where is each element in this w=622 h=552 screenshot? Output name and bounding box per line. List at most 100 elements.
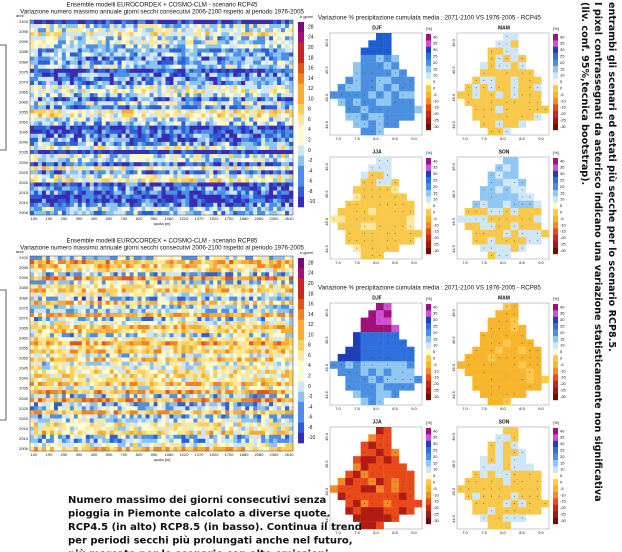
heatmap-cell — [94, 301, 98, 305]
heatmap-cell — [177, 293, 181, 297]
heatmap-cell — [30, 118, 34, 122]
heatmap-cell — [181, 354, 185, 358]
heatmap-cell — [114, 93, 118, 97]
heatmap-cell — [74, 297, 78, 301]
heatmap-cell — [193, 321, 197, 325]
heatmap-cell — [281, 40, 285, 44]
heatmap-cell — [173, 345, 177, 349]
heatmap-cell — [138, 101, 142, 105]
heatmap-cell — [237, 89, 241, 93]
heatmap-cell — [30, 97, 34, 101]
heatmap-cell — [106, 256, 110, 260]
heatmap-cell — [146, 272, 150, 276]
heatmap-cell — [185, 48, 189, 52]
heatmap-cell — [225, 313, 229, 317]
heatmap-cell — [209, 134, 213, 138]
heatmap-cell — [249, 57, 253, 61]
heatmap-cell — [249, 187, 253, 191]
heatmap-cell — [245, 191, 249, 195]
heatmap-cell — [285, 345, 289, 349]
heatmap-cell — [181, 358, 185, 362]
heatmap-cell — [82, 272, 86, 276]
heatmap-cell — [70, 109, 74, 113]
heatmap-cell — [122, 53, 126, 57]
heatmap-cell — [265, 101, 269, 105]
heatmap-cell — [82, 191, 86, 195]
heatmap-cell — [126, 126, 130, 130]
heatmap-cell — [162, 65, 166, 69]
heatmap-cell — [50, 126, 54, 130]
heatmap-cell — [82, 337, 86, 341]
heatmap-cell — [193, 301, 197, 305]
heatmap-cell — [50, 284, 54, 288]
heatmap-cell — [78, 293, 82, 297]
heatmap-cell — [102, 122, 106, 126]
heatmap-cell — [126, 97, 130, 101]
heatmap-cell — [30, 349, 34, 353]
heatmap-cell — [158, 48, 162, 52]
heatmap-cell — [30, 105, 34, 109]
heatmap-cell — [217, 268, 221, 272]
heatmap-cell — [78, 321, 82, 325]
heatmap-cell — [273, 297, 277, 301]
heatmap-cell — [106, 158, 110, 162]
heatmap-cell — [229, 93, 233, 97]
heatmap-cell — [245, 178, 249, 182]
heatmap-cell — [189, 317, 193, 321]
heatmap-cell — [193, 349, 197, 353]
heatmap-cell — [273, 305, 277, 309]
heatmap-cell — [154, 126, 158, 130]
heatmap-cell — [86, 183, 90, 187]
heatmap-cell — [134, 24, 138, 28]
heatmap-cell — [201, 305, 205, 309]
heatmap-cell — [66, 345, 70, 349]
heatmap-cell — [106, 105, 110, 109]
heatmap-cell — [169, 321, 173, 325]
heatmap-cell — [46, 354, 50, 358]
heatmap-cell — [158, 130, 162, 134]
heatmap-cell — [261, 24, 265, 28]
heatmap-cell — [193, 122, 197, 126]
heatmap-cell — [162, 301, 166, 305]
heatmap-cell — [74, 341, 78, 345]
heatmap-cell — [281, 138, 285, 142]
heatmap-cell — [50, 65, 54, 69]
heatmap-cell — [221, 146, 225, 150]
heatmap-cell — [106, 122, 110, 126]
heatmap-cell — [158, 36, 162, 40]
heatmap-cell — [126, 170, 130, 174]
heatmap-cell — [197, 73, 201, 77]
heatmap-cell — [102, 97, 106, 101]
heatmap-cell — [225, 113, 229, 117]
heatmap-cell — [273, 203, 277, 207]
heatmap-cell — [110, 20, 114, 24]
heatmap-cell — [177, 118, 181, 122]
heatmap-cell — [237, 85, 241, 89]
heatmap-cell — [34, 284, 38, 288]
heatmap-cell — [86, 146, 90, 150]
heatmap-cell — [42, 97, 46, 101]
heatmap-cell — [66, 158, 70, 162]
heatmap-cell — [281, 297, 285, 301]
heatmap-cell — [158, 345, 162, 349]
heatmap-cell — [46, 150, 50, 154]
heatmap-cell — [249, 199, 253, 203]
heatmap-cell — [154, 150, 158, 154]
heatmap-cell — [130, 65, 134, 69]
heatmap-cell — [146, 305, 150, 309]
heatmap-cell — [201, 134, 205, 138]
heatmap-cell — [50, 207, 54, 211]
heatmap-cell — [281, 191, 285, 195]
heatmap-cell — [249, 130, 253, 134]
heatmap-cell — [130, 341, 134, 345]
heatmap-cell — [66, 85, 70, 89]
heatmap-cell — [134, 301, 138, 305]
heatmap-cell — [285, 187, 289, 191]
heatmap-cell — [58, 101, 62, 105]
heatmap-cell — [253, 207, 257, 211]
heatmap-cell — [237, 272, 241, 276]
heatmap-cell — [90, 69, 94, 73]
heatmap-cell — [193, 195, 197, 199]
heatmap-cell — [150, 354, 154, 358]
heatmap-cell — [177, 113, 181, 117]
